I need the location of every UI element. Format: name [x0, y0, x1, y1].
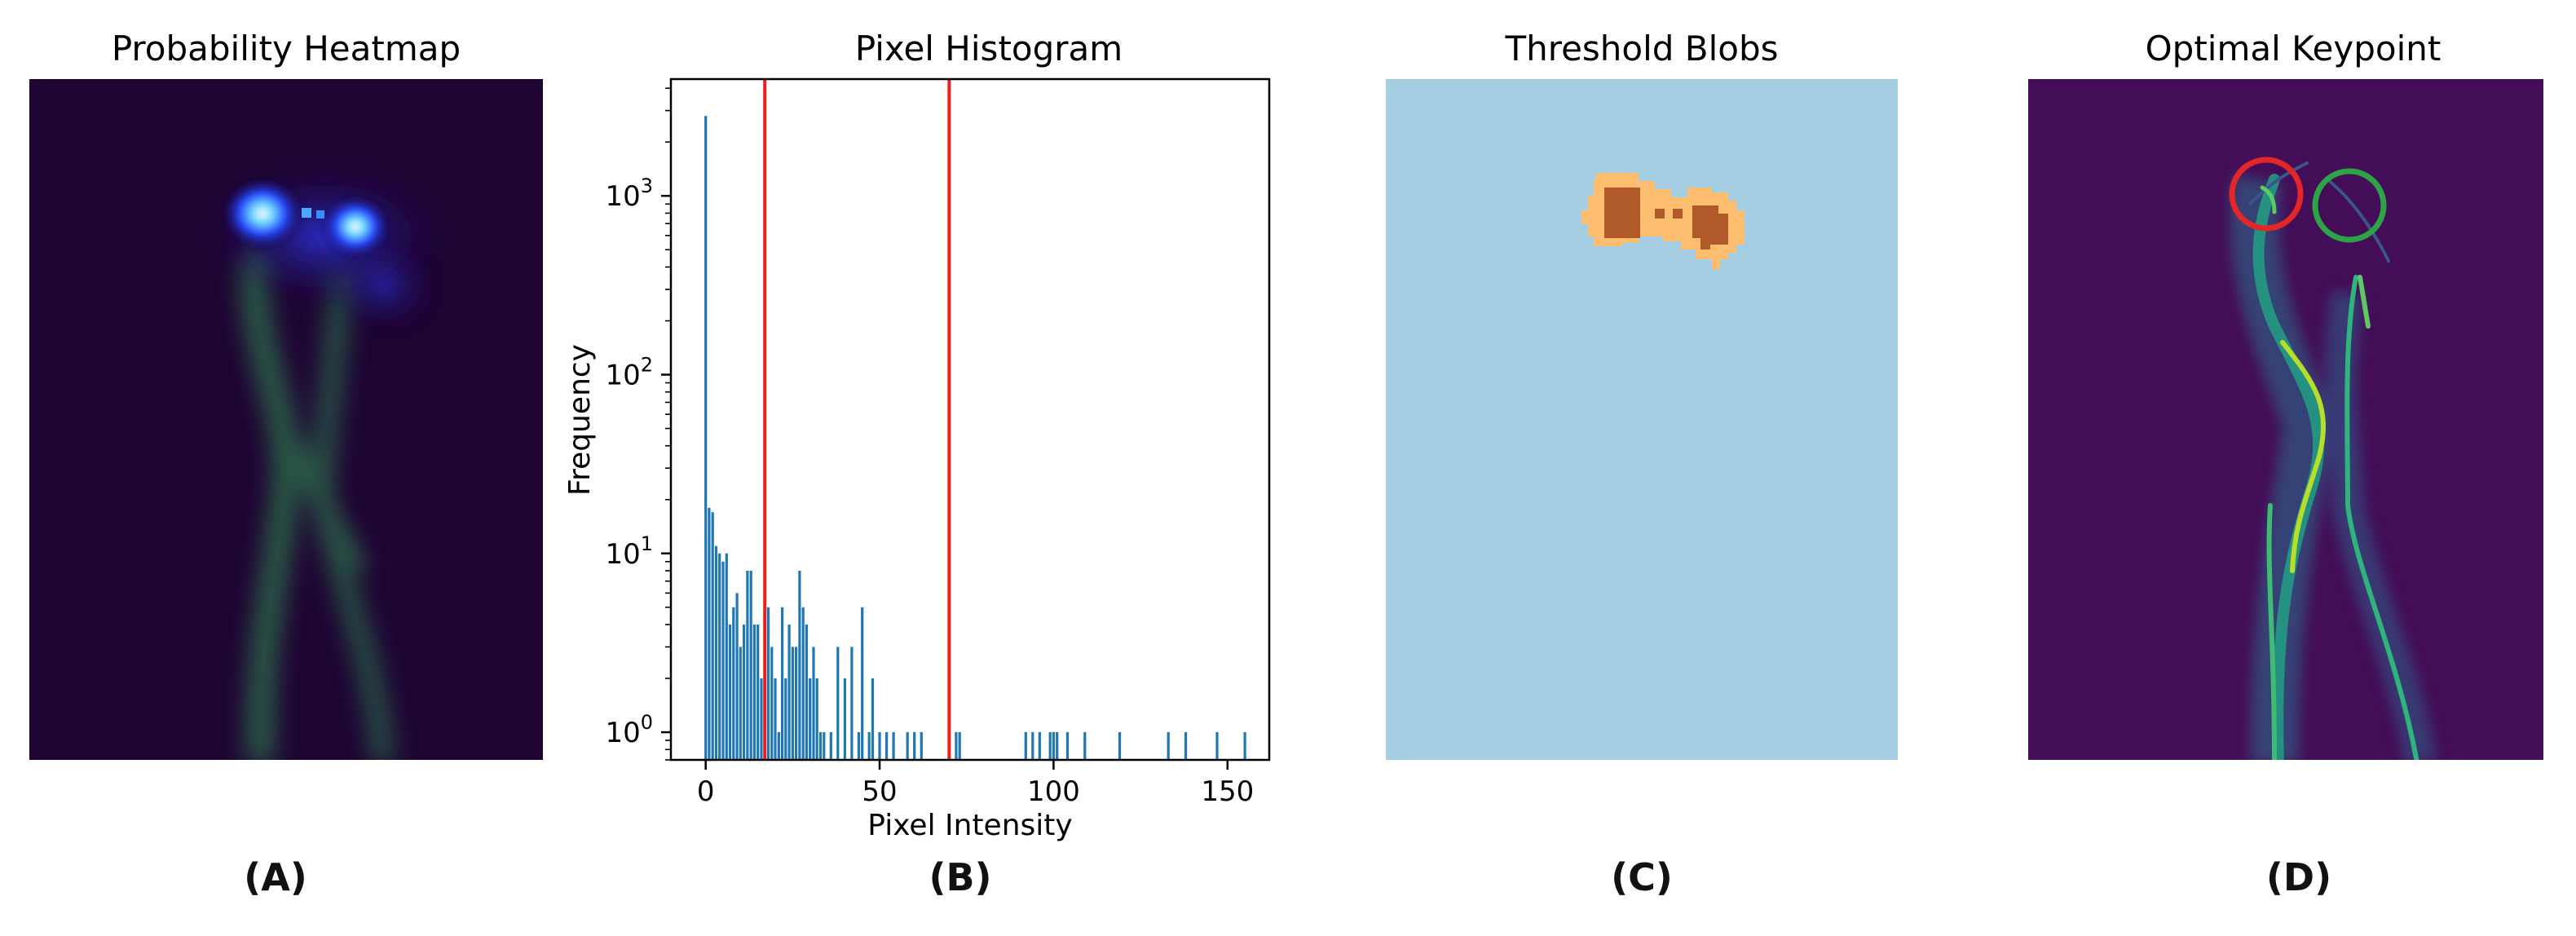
histogram-bar	[1243, 732, 1246, 760]
histogram-bar	[805, 625, 808, 760]
panel-b-caption: (B)	[929, 855, 991, 899]
blob-core-right	[1692, 205, 1728, 249]
heatmap-image	[29, 79, 543, 760]
x-tick-label: 50	[862, 775, 897, 808]
histogram-bar	[867, 732, 871, 760]
histogram-bar	[1038, 732, 1041, 760]
keypoint-image	[2028, 79, 2543, 760]
histogram-bar	[708, 507, 711, 760]
x-tick-label: 100	[1027, 775, 1080, 808]
panel-a-caption: (A)	[244, 855, 307, 899]
histogram-bar	[1184, 732, 1188, 760]
histogram-bar	[781, 607, 784, 760]
panel-c: Threshold Blobs (C)	[1386, 29, 1898, 899]
histogram-bar	[818, 732, 823, 760]
panel-d: Optimal Keypoint (D)	[2028, 29, 2543, 899]
histogram-bar	[809, 678, 812, 760]
histogram-bar	[906, 732, 909, 760]
histogram-bar	[752, 625, 756, 760]
x-tick-label: 150	[1201, 775, 1254, 808]
x-axis-ticks: 0 50 100 150	[697, 760, 1254, 808]
histogram-bar	[721, 561, 725, 760]
histogram-bar	[920, 732, 923, 760]
x-axis-label: Pixel Intensity	[867, 809, 1072, 842]
blob-image	[1386, 79, 1898, 760]
panel-a-title: Probability Heatmap	[112, 29, 461, 68]
histogram-bar	[774, 678, 777, 760]
histogram-bar	[1024, 732, 1027, 760]
histogram-bar	[739, 647, 742, 760]
histogram-bar	[871, 678, 875, 760]
histogram-bar	[812, 647, 815, 760]
panel-d-caption: (D)	[2266, 855, 2331, 899]
keypoint-circle-red	[2229, 157, 2304, 232]
histogram-bar	[718, 553, 721, 760]
histogram-bar	[746, 571, 749, 760]
histogram-bars	[704, 116, 1246, 760]
histogram-bar	[756, 625, 760, 760]
histogram-bar	[735, 593, 739, 760]
histogram-bar	[732, 607, 735, 760]
histogram-bar	[955, 732, 958, 760]
histogram-bar	[728, 625, 732, 760]
histogram-bar	[1065, 732, 1070, 760]
plot-area	[671, 79, 1269, 760]
histogram-bar	[787, 625, 791, 760]
chart-title: Pixel Histogram	[855, 29, 1123, 68]
histogram-bar	[878, 732, 881, 760]
histogram-bar	[1048, 732, 1052, 760]
histogram-bar	[885, 732, 889, 760]
histogram-bar	[798, 571, 801, 760]
panel-b: Pixel Histogram 0 50 100 150 100 101 102 103 P…	[563, 29, 1271, 899]
histogram-bar	[770, 647, 774, 760]
histogram-bar	[815, 678, 818, 760]
histogram-bar	[1052, 732, 1055, 760]
x-tick-label: 0	[697, 775, 715, 808]
panel-a: Probability Heatmap (A)	[29, 29, 543, 899]
keypoint-circle-green	[2312, 168, 2387, 243]
histogram-bar	[836, 647, 840, 760]
histogram-bar	[958, 732, 961, 760]
panel-c-title: Threshold Blobs	[1504, 29, 1778, 68]
histogram-bar	[829, 732, 832, 760]
histogram-bar	[777, 732, 780, 760]
histogram-bar	[861, 607, 864, 760]
histogram-bar	[704, 116, 708, 760]
histogram-bar	[892, 732, 895, 760]
histogram-bar	[857, 732, 860, 760]
histogram-bar	[749, 571, 752, 760]
histogram-bar	[1083, 732, 1087, 760]
panel-c-caption: (C)	[1611, 855, 1673, 899]
histogram-bar	[1118, 732, 1122, 760]
histogram-bar	[791, 647, 794, 760]
histogram-bar	[711, 512, 714, 760]
y-axis-label: Frequency	[563, 344, 597, 496]
y-tick-label: 103	[605, 174, 653, 213]
histogram-bar	[784, 678, 787, 760]
plot-frame	[669, 77, 1271, 762]
histogram-bar	[743, 625, 746, 760]
panel-d-title: Optimal Keypoint	[2146, 29, 2441, 68]
y-axis-ticks: 100 101 102 103	[605, 87, 671, 761]
histogram-bar	[823, 732, 826, 760]
histogram-bar	[843, 678, 846, 760]
histogram-bar	[766, 607, 770, 760]
y-tick-label: 100	[605, 711, 653, 749]
histogram-bar	[1056, 732, 1059, 760]
histogram-bar	[1167, 732, 1170, 760]
y-tick-label: 102	[605, 353, 653, 391]
y-tick-label: 101	[605, 532, 653, 571]
histogram-bar	[795, 647, 798, 760]
histogram-bar	[913, 732, 916, 760]
histogram-bar	[801, 607, 805, 760]
histogram-bar	[1215, 732, 1219, 760]
threshold-lines	[763, 79, 951, 760]
histogram-bar	[1031, 732, 1034, 760]
blob-core-left	[1604, 188, 1640, 238]
histogram-bar	[714, 545, 718, 760]
histogram-bar	[760, 678, 763, 760]
histogram-bar	[850, 647, 854, 760]
histogram-bar	[725, 553, 728, 760]
